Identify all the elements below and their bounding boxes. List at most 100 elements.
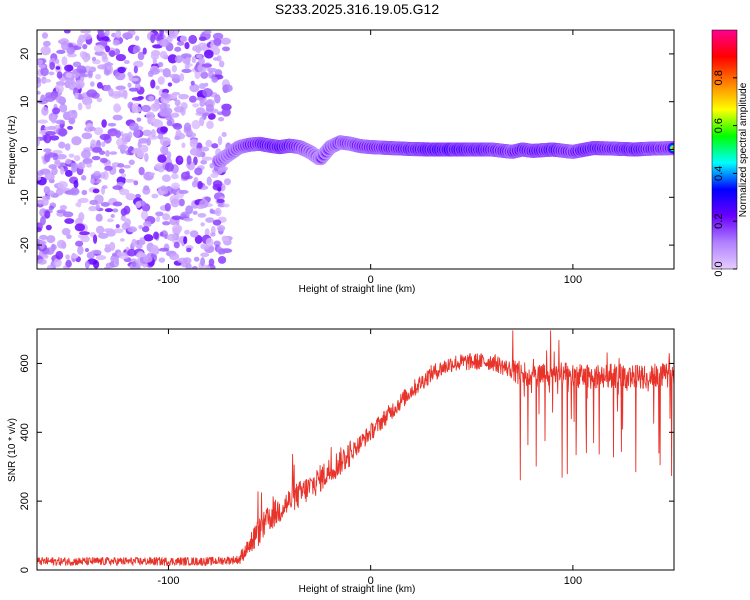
noise-blob [123, 164, 131, 169]
noise-blob [56, 239, 66, 249]
noise-blob [89, 81, 95, 87]
noise-blob [192, 103, 200, 108]
noise-blob [51, 167, 58, 176]
colorbar-tick-label: 0.6 [713, 118, 725, 133]
noise-blob [42, 40, 51, 47]
noise-blob [107, 228, 115, 234]
noise-blob [161, 92, 169, 99]
noise-blob [150, 79, 156, 89]
noise-blob [136, 117, 142, 122]
noise-blob [85, 103, 92, 110]
snr-y-label: SNR (10 * v/v) [7, 418, 18, 482]
colorbar-scale [711, 29, 738, 270]
noise-blob [101, 119, 107, 128]
noise-blob [114, 71, 126, 81]
noise-blob [137, 51, 145, 61]
snr-x-label: Height of straight line (km) [299, 584, 416, 595]
noise-blob [171, 182, 180, 190]
noise-blob [75, 202, 80, 207]
noise-blob [140, 210, 148, 220]
noise-blob [120, 208, 128, 216]
noise-blob [143, 220, 152, 228]
noise-blob [181, 142, 186, 149]
noise-blob [37, 227, 42, 233]
noise-blob [158, 257, 166, 263]
noise-blob [145, 111, 155, 120]
noise-blob [109, 241, 116, 251]
noise-blob [108, 50, 116, 58]
noise-blob [173, 106, 185, 113]
noise-blob [133, 65, 138, 74]
noise-blob [37, 137, 41, 147]
noise-blob [76, 83, 81, 90]
noise-blob [99, 157, 108, 163]
noise-blob [77, 162, 86, 170]
noise-blob [70, 110, 78, 120]
noise-blob [55, 66, 61, 70]
noise-blob [222, 84, 233, 93]
noise-blob [204, 228, 210, 237]
noise-blob [165, 162, 174, 172]
noise-blob [101, 52, 108, 60]
noise-blob [71, 136, 82, 146]
noise-blob [39, 234, 48, 240]
colorbar-tick-label: 0.0 [713, 261, 725, 276]
noise-blob [104, 208, 114, 213]
noise-blob [122, 32, 133, 39]
noise-blob [191, 119, 201, 130]
noise-blob [218, 248, 226, 255]
noise-blob [83, 133, 88, 138]
noise-blob [37, 119, 48, 124]
noise-blob [127, 226, 138, 233]
noise-blob [100, 201, 110, 207]
noise-blob [89, 199, 99, 206]
noise-blob [135, 244, 143, 249]
noise-blob [80, 30, 91, 34]
noise-blob [198, 36, 207, 41]
noise-blob [200, 146, 210, 152]
noise-blob [113, 103, 121, 113]
noise-blob [149, 68, 160, 75]
noise-blob [166, 233, 177, 241]
noise-blob [115, 130, 121, 138]
noise-blob [43, 148, 52, 153]
noise-blob [175, 129, 182, 138]
noise-blob [92, 188, 100, 194]
noise-blob [95, 213, 103, 222]
noise-blob [111, 32, 117, 38]
noise-blob [222, 237, 230, 242]
noise-blob [191, 56, 197, 64]
noise-blob [39, 241, 45, 250]
noise-blob [160, 126, 168, 133]
noise-blob [213, 37, 222, 46]
noise-blob [44, 210, 51, 219]
noise-blob [203, 30, 212, 35]
noise-blob [129, 77, 139, 82]
noise-blob [51, 149, 63, 155]
noise-blob [123, 89, 128, 100]
noise-blob [138, 224, 144, 230]
noise-blob [98, 150, 106, 155]
noise-blob [195, 45, 202, 54]
colorbar-tick-label: 0.2 [713, 214, 725, 229]
noise-blob [97, 30, 105, 38]
noise-blob [97, 232, 109, 239]
noise-blob [79, 51, 86, 58]
noise-blob [211, 76, 218, 83]
noise-blob [42, 254, 49, 259]
noise-blob [72, 61, 82, 68]
noise-blob [162, 67, 171, 78]
noise-blob [41, 32, 49, 39]
noise-blob [212, 219, 222, 226]
noise-blob [41, 106, 49, 116]
noise-blob [37, 59, 44, 65]
noise-blob [81, 96, 93, 106]
noise-blob [65, 259, 72, 268]
noise-blob [81, 149, 91, 159]
noise-blob [137, 141, 142, 148]
noise-blob [49, 135, 60, 141]
noise-blob [194, 167, 203, 176]
noise-blob [74, 92, 79, 100]
noise-blob [65, 254, 70, 260]
noise-blob [44, 95, 56, 102]
